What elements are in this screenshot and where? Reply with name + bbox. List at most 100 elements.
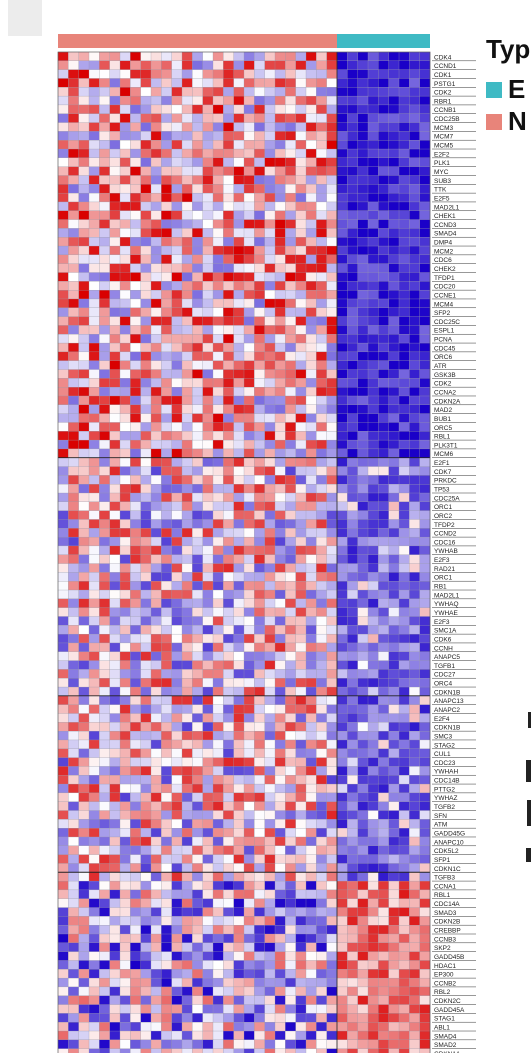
- heat-cell: [223, 157, 234, 167]
- heat-cell: [378, 378, 389, 388]
- heat-cell: [171, 722, 183, 732]
- heat-cell: [130, 78, 141, 88]
- heat-cell: [171, 378, 183, 388]
- heat-cell: [150, 122, 162, 132]
- heat-cell: [357, 828, 369, 838]
- heat-cell: [419, 484, 431, 494]
- heat-cell: [233, 836, 245, 847]
- heat-cell: [130, 1013, 141, 1023]
- heat-cell: [109, 1030, 121, 1041]
- heat-cell: [88, 651, 100, 661]
- heat-cell: [140, 598, 152, 608]
- heat-cell: [212, 316, 224, 326]
- heat-cell: [68, 995, 79, 1005]
- gene-label: PRKDC: [434, 478, 457, 485]
- heat-cell: [419, 519, 431, 529]
- heat-cell: [192, 334, 203, 344]
- heat-cell: [78, 369, 90, 379]
- heat-cell: [378, 933, 389, 944]
- heat-cell: [305, 986, 317, 997]
- heat-cell: [274, 307, 286, 317]
- heat-cell: [202, 916, 214, 926]
- heat-cell: [130, 387, 141, 397]
- heat-cell: [223, 986, 234, 997]
- heat-cell: [409, 766, 420, 776]
- heat-cell: [264, 528, 276, 538]
- heat-cell: [88, 484, 100, 494]
- heat-cell: [274, 633, 286, 644]
- gene-label: EP300: [434, 972, 454, 979]
- heat-cell: [409, 528, 420, 538]
- heat-cell: [140, 263, 152, 273]
- heat-cell: [57, 739, 69, 750]
- heat-cell: [367, 351, 379, 362]
- heat-cell: [357, 122, 369, 132]
- heat-cell: [140, 78, 152, 88]
- heat-cell: [202, 942, 214, 952]
- heat-cell: [378, 228, 389, 238]
- heat-cell: [367, 387, 379, 397]
- heat-cell: [326, 748, 338, 758]
- heat-cell: [99, 69, 110, 79]
- heat-cell: [409, 907, 420, 917]
- heat-cell: [171, 880, 183, 891]
- heat-cell: [212, 501, 224, 511]
- heat-cell: [109, 122, 121, 132]
- heat-cell: [285, 166, 296, 176]
- heat-cell: [398, 625, 410, 635]
- heat-cell: [367, 166, 379, 176]
- heat-cell: [305, 977, 317, 988]
- heat-cell: [99, 78, 110, 88]
- heat-cell: [202, 792, 214, 803]
- heat-cell: [295, 528, 307, 538]
- heat-cell: [99, 933, 110, 944]
- heat-cell: [254, 625, 265, 635]
- heat-cell: [305, 448, 317, 459]
- heat-cell: [140, 140, 152, 150]
- corner-thumbnail: [8, 0, 42, 36]
- heat-cell: [419, 828, 431, 838]
- heat-cell: [305, 898, 317, 908]
- gene-label: HDAC1: [434, 963, 456, 970]
- heat-cell: [192, 722, 203, 732]
- heat-cell: [233, 828, 245, 838]
- heat-cell: [150, 342, 162, 353]
- heat-cell: [119, 184, 131, 194]
- heat-cell: [409, 378, 420, 388]
- heat-cell: [119, 157, 131, 167]
- heat-cell: [130, 431, 141, 441]
- heat-cell: [99, 140, 110, 150]
- heat-cell: [161, 378, 172, 388]
- heat-cell: [223, 819, 234, 829]
- heat-cell: [78, 713, 90, 723]
- heat-cell: [202, 475, 214, 485]
- heat-cell: [212, 122, 224, 132]
- heat-cell: [181, 228, 193, 238]
- heat-cell: [357, 369, 369, 379]
- heat-cell: [223, 536, 234, 547]
- heat-cell: [347, 925, 358, 935]
- heat-cell: [192, 289, 203, 300]
- heat-cell: [99, 395, 110, 406]
- heat-cell: [295, 783, 307, 794]
- heat-cell: [357, 572, 369, 582]
- heat-cell: [68, 192, 79, 203]
- heat-cell: [109, 633, 121, 644]
- heat-cell: [316, 166, 327, 176]
- heat-cell: [264, 501, 276, 511]
- heat-cell: [367, 589, 379, 600]
- heat-cell: [347, 457, 358, 467]
- heat-cell: [409, 863, 420, 873]
- heat-cell: [181, 572, 193, 582]
- heat-cell: [305, 819, 317, 829]
- heat-cell: [212, 448, 224, 459]
- heat-cell: [192, 254, 203, 264]
- heat-cell: [243, 748, 255, 758]
- heat-cell: [316, 148, 327, 159]
- heat-cell: [254, 828, 265, 838]
- heat-cell: [357, 51, 369, 62]
- heat-cell: [109, 960, 121, 970]
- heat-cell: [336, 889, 348, 900]
- heat-cell: [57, 1048, 69, 1053]
- heat-cell: [285, 686, 296, 697]
